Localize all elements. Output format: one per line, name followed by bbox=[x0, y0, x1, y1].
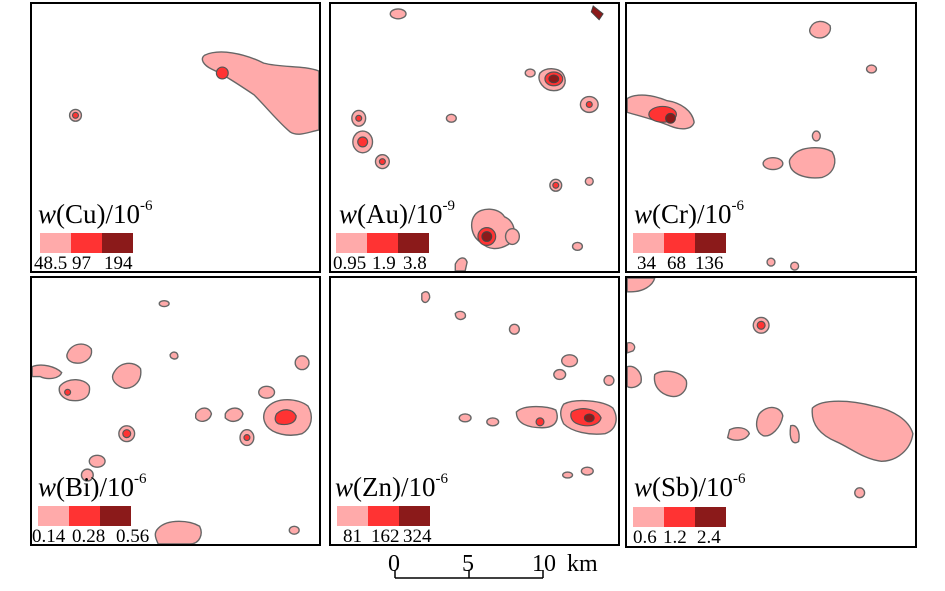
legend-swatch-high bbox=[399, 506, 430, 526]
legend-label-high: 136 bbox=[695, 253, 724, 273]
scale-tick-10: 10 bbox=[532, 551, 556, 577]
legend-label-low: 0.95 bbox=[333, 253, 367, 273]
legend-label-high: 2.4 bbox=[697, 527, 721, 548]
legend-label-mid: 97 bbox=[72, 253, 91, 273]
anomaly-map-bi bbox=[32, 299, 313, 544]
legend-title-zn: w(Zn)/10-6 bbox=[335, 471, 448, 502]
legend-swatch-high bbox=[695, 507, 726, 527]
legend-swatch-mid bbox=[664, 507, 695, 527]
legend-label-high: 3.8 bbox=[403, 253, 427, 273]
legend-swatch-mid bbox=[71, 233, 102, 253]
map-panel-zn: w(Zn)/10-6 81 162 324 bbox=[329, 276, 620, 546]
legend-swatch-mid bbox=[367, 233, 398, 253]
scale-unit: km bbox=[567, 551, 598, 577]
legend-label-high: 194 bbox=[104, 253, 133, 273]
legend-label-low: 48.5 bbox=[34, 253, 68, 273]
legend-label-mid: 0.28 bbox=[72, 526, 106, 546]
anomaly-map-cu bbox=[68, 51, 319, 135]
map-panel-sb: w(Sb)/10-6 0.6 1.2 2.4 bbox=[625, 276, 917, 548]
legend-swatch-high bbox=[102, 233, 133, 253]
legend-label-high: 324 bbox=[403, 526, 432, 546]
scale-tick-5: 5 bbox=[462, 551, 474, 577]
map-panel-au: w(Au)/10-9 0.95 1.9 3.8 bbox=[329, 2, 620, 273]
legend-label-mid: 68 bbox=[667, 253, 686, 273]
anomaly-map-au bbox=[351, 5, 604, 271]
map-panel-cu: w(Cu)/10-6 48.5 97 194 bbox=[30, 2, 321, 273]
anomaly-map-zn bbox=[421, 291, 617, 479]
legend-swatch-low bbox=[38, 506, 69, 526]
legend-swatches-au bbox=[336, 233, 429, 253]
legend-swatches-cr bbox=[633, 233, 726, 253]
legend-label-low: 81 bbox=[343, 526, 362, 546]
legend-title-cu: w(Cu)/10-6 bbox=[38, 198, 153, 229]
map-panel-bi: w(Bi)/10-6 0.14 0.28 0.56 bbox=[30, 276, 321, 546]
legend-label-high: 0.56 bbox=[116, 526, 150, 546]
legend-swatch-low bbox=[336, 233, 367, 253]
scale-tick-0: 0 bbox=[388, 551, 400, 577]
legend-swatch-low bbox=[337, 506, 368, 526]
scale-bar: 0 5 10 bbox=[380, 548, 560, 588]
legend-label-low: 34 bbox=[637, 253, 656, 273]
scale-bar-line bbox=[394, 570, 544, 579]
legend-swatches-zn bbox=[337, 506, 430, 526]
legend-swatches-cu bbox=[40, 233, 133, 253]
legend-swatch-mid bbox=[664, 233, 695, 253]
anomaly-map-sb bbox=[627, 278, 914, 499]
legend-swatch-high bbox=[695, 233, 726, 253]
legend-label-low: 0.14 bbox=[32, 526, 66, 546]
legend-label-mid: 1.9 bbox=[372, 253, 396, 273]
legend-swatch-high bbox=[398, 233, 429, 253]
legend-swatch-low bbox=[633, 507, 664, 527]
anomaly-map-cr bbox=[627, 20, 878, 271]
legend-swatch-mid bbox=[69, 506, 100, 526]
legend-swatch-low bbox=[40, 233, 71, 253]
legend-title-bi: w(Bi)/10-6 bbox=[38, 471, 147, 502]
legend-label-low: 0.6 bbox=[633, 527, 657, 548]
legend-swatches-bi bbox=[38, 506, 131, 526]
legend-title-au: w(Au)/10-9 bbox=[339, 198, 455, 229]
legend-swatch-high bbox=[100, 506, 131, 526]
legend-swatch-mid bbox=[368, 506, 399, 526]
legend-title-sb: w(Sb)/10-6 bbox=[634, 471, 746, 502]
legend-label-mid: 1.2 bbox=[663, 527, 687, 548]
legend-swatches-sb bbox=[633, 507, 726, 527]
legend-title-cr: w(Cr)/10-6 bbox=[634, 198, 744, 229]
map-panel-cr: w(Cr)/10-6 34 68 136 bbox=[625, 2, 917, 273]
legend-swatch-low bbox=[633, 233, 664, 253]
legend-label-mid: 162 bbox=[371, 526, 400, 546]
